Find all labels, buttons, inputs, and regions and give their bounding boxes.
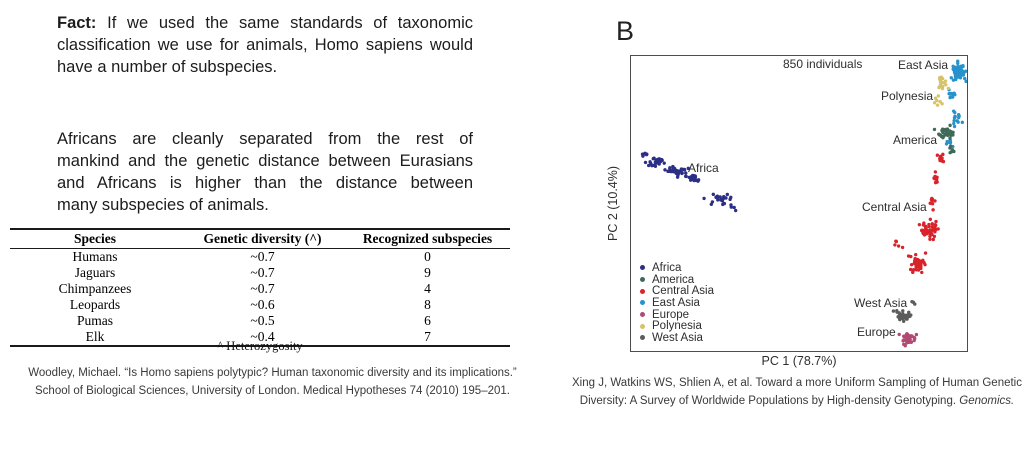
cluster-east-asia: [944, 59, 967, 149]
legend-dot-icon: [640, 288, 645, 294]
cluster-west-asia: [891, 299, 917, 323]
col-header-species: Species: [74, 231, 116, 246]
legend-label: Africa: [652, 261, 682, 274]
xing-citation-journal: Genomics.: [959, 395, 1015, 407]
cell-species: Chimpanzees: [58, 281, 132, 296]
table-row: Leopards ~0.6 8: [10, 297, 510, 313]
legend-dot-icon: [640, 265, 645, 271]
legend-item-central-asia: Central Asia: [640, 285, 714, 297]
cell-subspecies: 9: [424, 265, 431, 280]
legend-label: East Asia: [652, 296, 700, 309]
cell-species: Humans: [72, 249, 118, 264]
cell-diversity: ~0.6: [250, 297, 275, 312]
table-header-row: Species Genetic diversity (^) Recognized…: [10, 229, 510, 249]
legend-item-europe: Europe: [640, 309, 714, 321]
africans-paragraph-line-1: Africans are cleanly separated from the …: [57, 130, 473, 148]
col-header-genetic-diversity: Genetic diversity (^): [203, 231, 322, 246]
region-label-europe: Europe: [857, 325, 896, 339]
pca-scatter-plot: 850 individuals Africa America Central Asi…: [630, 55, 968, 352]
cluster-polynesia: [932, 75, 951, 107]
legend-label: Europe: [652, 308, 690, 321]
africans-paragraph: Africans are cleanly separated from the …: [57, 128, 473, 216]
table-row: Chimpanzees ~0.7 4: [10, 281, 510, 297]
scatter-points-layer: [640, 59, 967, 348]
species-diversity-table: Species Genetic diversity (^) Recognized…: [10, 228, 510, 347]
legend-dot-icon: [640, 335, 645, 341]
legend-dot-icon: [640, 277, 645, 283]
region-label-east-asia: East Asia: [898, 58, 949, 72]
cell-species: Jaguars: [74, 265, 116, 280]
woodley-citation-line-1: Woodley, Michael. “Is Homo sapiens polyt…: [28, 367, 517, 379]
x-axis-label: PC 1 (78.7%): [761, 354, 837, 368]
africans-paragraph-line-2: mankind and the genetic distance between…: [57, 152, 473, 170]
xing-citation-line-2-text: Diversity: A Survey of Worldwide Populat…: [579, 395, 960, 407]
xing-citation-line-1: Xing J, Watkins WS, Shlien A, et al. Tow…: [572, 377, 1022, 389]
y-axis-label: PC 2 (10.4%): [606, 165, 620, 241]
table-footnote: ^ Heterozygosity: [217, 339, 303, 353]
legend-item-america: America: [640, 274, 714, 286]
cell-species: Pumas: [76, 313, 113, 328]
region-label-america: America: [893, 133, 938, 147]
fact-paragraph-line-3: have a number of subspecies.: [57, 58, 278, 76]
legend-dot-icon: [640, 323, 645, 329]
africans-paragraph-line-4: many subspecies of animals.: [57, 196, 269, 214]
legend-dot-icon: [640, 312, 645, 318]
col-header-recognized-subspecies: Recognized subspecies: [362, 231, 493, 246]
africans-paragraph-line-3: and Africans is higher than the distance…: [57, 174, 473, 192]
cluster-america: [932, 123, 956, 155]
fact-line-rest: If we used the same standards of taxonom…: [107, 14, 473, 32]
cell-subspecies: 7: [424, 329, 431, 344]
legend-item-west-asia: West Asia: [640, 332, 714, 344]
fact-label: Fact:: [57, 14, 97, 32]
cell-subspecies: 6: [424, 313, 431, 328]
region-label-africa: Africa: [688, 161, 719, 175]
fact-paragraph: Fact: If we used the same standards of t…: [57, 12, 473, 78]
cell-subspecies: 4: [424, 281, 431, 296]
fact-paragraph-line-2: classification we use for animals, Homo …: [57, 36, 473, 54]
cell-species: Leopards: [69, 297, 121, 312]
cluster-africa: [640, 151, 738, 213]
table-row: Elk ~0.4 7: [10, 329, 510, 346]
cell-subspecies: 0: [424, 249, 431, 264]
fact-paragraph-line-1: Fact: If we used the same standards of t…: [57, 12, 473, 34]
cell-diversity: ~0.4: [250, 329, 275, 344]
legend-item-africa: Africa: [640, 262, 714, 274]
legend-dot-icon: [640, 300, 645, 306]
region-label-central-asia: Central Asia: [862, 200, 927, 214]
cluster-central-asia: [893, 152, 946, 275]
legend-label: Polynesia: [652, 320, 702, 333]
cell-diversity: ~0.7: [250, 265, 275, 280]
table-row: Jaguars ~0.7 9: [10, 265, 510, 281]
legend-label: America: [652, 273, 695, 286]
cell-species: Elk: [85, 329, 105, 344]
cell-diversity: ~0.5: [250, 313, 275, 328]
cluster-europe: [897, 332, 919, 348]
legend-label: Central Asia: [652, 285, 715, 298]
cell-subspecies: 8: [424, 297, 431, 312]
plot-legend: Africa America Central Asia East Asia Europe…: [640, 262, 714, 344]
cell-diversity: ~0.7: [250, 281, 275, 296]
xing-citation: Xing J, Watkins WS, Shlien A, et al. Tow…: [566, 374, 1028, 410]
region-label-west-asia: West Asia: [854, 296, 908, 310]
panel-label-b: B: [616, 16, 635, 46]
woodley-citation-line-2: School of Biological Sciences, Universit…: [35, 385, 510, 397]
legend-label: West Asia: [652, 331, 703, 344]
table-row: Pumas ~0.5 6: [10, 313, 510, 329]
xing-citation-line-2: Diversity: A Survey of Worldwide Populat…: [566, 392, 1028, 410]
table-row: Humans ~0.7 0: [10, 249, 510, 266]
region-label-polynesia: Polynesia: [881, 89, 934, 103]
cell-diversity: ~0.7: [250, 249, 275, 264]
woodley-citation: Woodley, Michael. “Is Homo sapiens polyt…: [0, 364, 545, 400]
legend-item-polynesia: Polynesia: [640, 320, 714, 332]
annotation-sample-size: 850 individuals: [783, 57, 863, 71]
legend-item-east-asia: East Asia: [640, 297, 714, 309]
